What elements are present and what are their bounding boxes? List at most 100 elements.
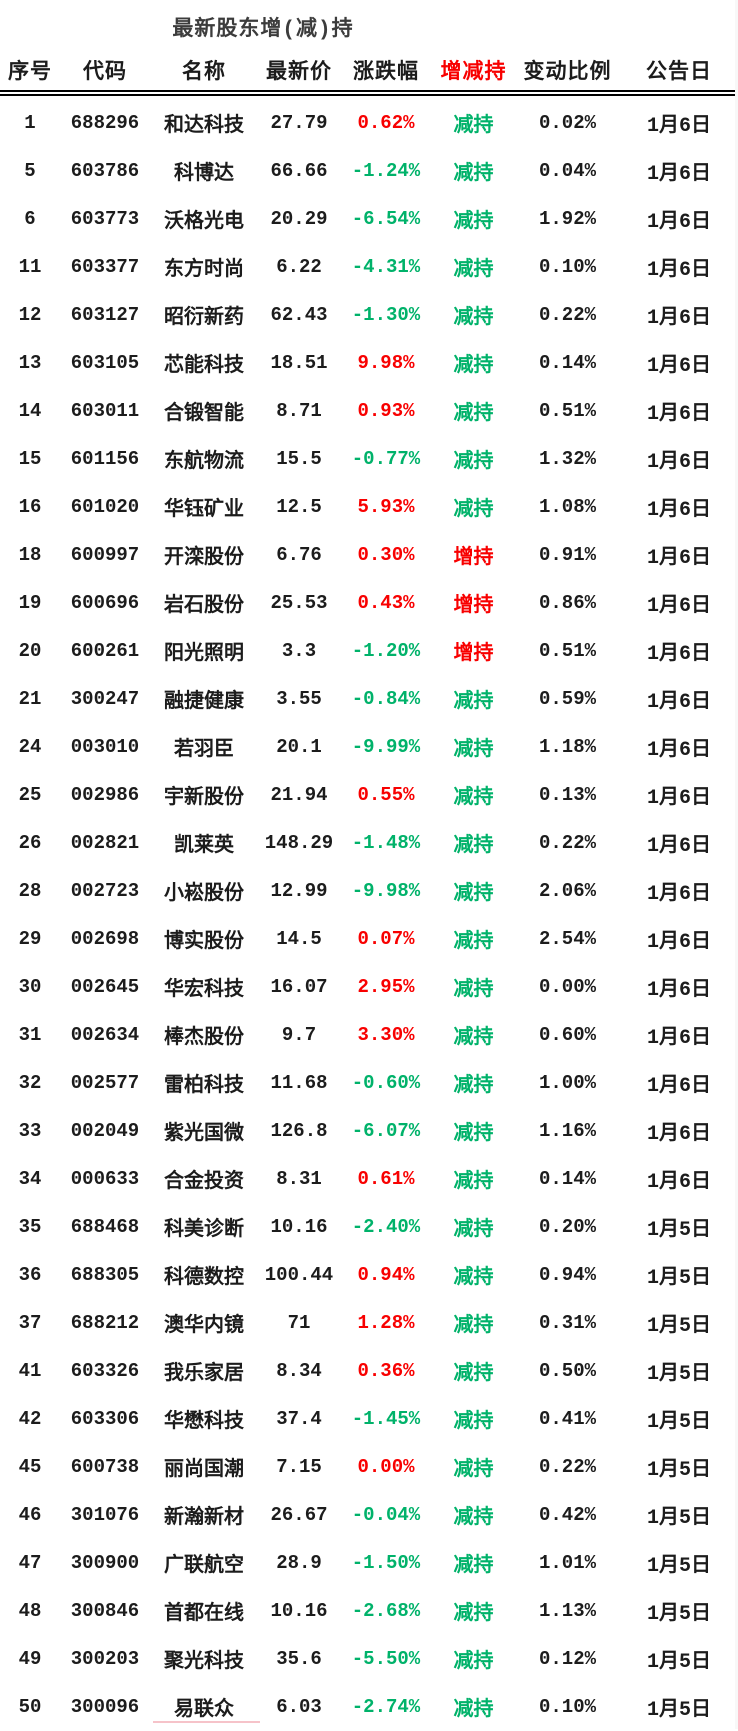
cell-holding-action: 减持: [453, 979, 494, 1002]
cell-change-ratio: 0.22%: [538, 1456, 596, 1478]
cell-code: 603011: [70, 400, 140, 422]
cell-change-pct: 5.93%: [357, 496, 415, 518]
table-row[interactable]: 33 002049 紫光国微 126.8 -6.07% 减持 1.16% 1月6…: [0, 1107, 738, 1155]
table-row[interactable]: 32 002577 雷柏科技 11.68 -0.60% 减持 1.00% 1月6…: [0, 1059, 738, 1107]
cell-serial: 20: [18, 640, 42, 662]
table-row[interactable]: 1 688296 和达科技 27.79 0.62% 减持 0.02% 1月6日: [0, 99, 738, 147]
cell-change-pct: 2.95%: [357, 976, 415, 998]
cell-latest-price: 6.22: [276, 256, 322, 278]
cell-latest-price: 3.3: [281, 640, 317, 662]
table-row[interactable]: 25 002986 宇新股份 21.94 0.55% 减持 0.13% 1月6日: [0, 771, 738, 819]
cell-latest-price: 100.44: [264, 1264, 334, 1286]
cell-announce-date: 1月6日: [646, 691, 711, 714]
cell-announce-date: 1月6日: [646, 979, 711, 1002]
cell-name: 若羽臣: [174, 739, 234, 762]
cell-name: 东方时尚: [164, 259, 244, 282]
cell-holding-action: 减持: [453, 1699, 494, 1722]
cell-change-ratio: 0.51%: [538, 640, 596, 662]
cell-announce-date: 1月6日: [646, 1027, 711, 1050]
cell-code: 603377: [70, 256, 140, 278]
table-row[interactable]: 47 300900 广联航空 28.9 -1.50% 减持 1.01% 1月5日: [0, 1539, 738, 1587]
cell-latest-price: 27.79: [270, 112, 328, 134]
table-row[interactable]: 30 002645 华宏科技 16.07 2.95% 减持 0.00% 1月6日: [0, 963, 738, 1011]
cell-name: 和达科技: [164, 115, 244, 138]
table-row[interactable]: 45 600738 丽尚国潮 7.15 0.00% 减持 0.22% 1月5日: [0, 1443, 738, 1491]
cell-name: 开滦股份: [164, 547, 244, 570]
cell-name: 阳光照明: [164, 643, 244, 666]
cell-announce-date: 1月6日: [646, 643, 711, 666]
table-row[interactable]: 13 603105 芯能科技 18.51 9.98% 减持 0.14% 1月6日: [0, 339, 738, 387]
table-row[interactable]: 21 300247 融捷健康 3.55 -0.84% 减持 0.59% 1月6日: [0, 675, 738, 723]
cell-change-ratio: 0.31%: [538, 1312, 596, 1334]
table-row[interactable]: 16 601020 华钰矿业 12.5 5.93% 减持 1.08% 1月6日: [0, 483, 738, 531]
cell-announce-date: 1月5日: [646, 1651, 711, 1674]
cell-holding-action: 减持: [453, 1603, 494, 1626]
cell-holding-action: 减持: [453, 499, 494, 522]
table-row[interactable]: 50 300096 易联众 6.03 -2.74% 减持 0.10% 1月5日: [0, 1683, 738, 1731]
table-row[interactable]: 34 000633 合金投资 8.31 0.61% 减持 0.14% 1月6日: [0, 1155, 738, 1203]
table-row[interactable]: 12 603127 昭衍新药 62.43 -1.30% 减持 0.22% 1月6…: [0, 291, 738, 339]
cell-serial: 28: [18, 880, 42, 902]
table-row[interactable]: 24 003010 若羽臣 20.1 -9.99% 减持 1.18% 1月6日: [0, 723, 738, 771]
cell-announce-date: 1月6日: [646, 787, 711, 810]
table-row[interactable]: 14 603011 合锻智能 8.71 0.93% 减持 0.51% 1月6日: [0, 387, 738, 435]
table-row[interactable]: 35 688468 科美诊断 10.16 -2.40% 减持 0.20% 1月5…: [0, 1203, 738, 1251]
table-row[interactable]: 48 300846 首都在线 10.16 -2.68% 减持 1.13% 1月5…: [0, 1587, 738, 1635]
cell-code: 688296: [70, 112, 140, 134]
cell-announce-date: 1月6日: [646, 883, 711, 906]
cell-name: 昭衍新药: [164, 307, 244, 330]
cell-announce-date: 1月6日: [646, 1123, 711, 1146]
cell-change-ratio: 2.54%: [538, 928, 596, 950]
cell-latest-price: 21.94: [270, 784, 328, 806]
cell-holding-action: 减持: [453, 1027, 494, 1050]
cell-latest-price: 148.29: [264, 832, 334, 854]
cell-holding-action: 减持: [453, 931, 494, 954]
table-row[interactable]: 26 002821 凯莱英 148.29 -1.48% 减持 0.22% 1月6…: [0, 819, 738, 867]
cell-change-ratio: 0.22%: [538, 832, 596, 854]
cell-code: 300900: [70, 1552, 140, 1574]
cell-code: 002634: [70, 1024, 140, 1046]
cell-change-ratio: 0.00%: [538, 976, 596, 998]
cell-change-pct: -1.30%: [351, 304, 421, 326]
cell-holding-action: 减持: [453, 739, 494, 762]
table-row[interactable]: 28 002723 小崧股份 12.99 -9.98% 减持 2.06% 1月6…: [0, 867, 738, 915]
table-row[interactable]: 29 002698 博实股份 14.5 0.07% 减持 2.54% 1月6日: [0, 915, 738, 963]
cell-name: 澳华内镜: [164, 1315, 244, 1338]
cell-change-pct: 0.61%: [357, 1168, 415, 1190]
table-row[interactable]: 31 002634 棒杰股份 9.7 3.30% 减持 0.60% 1月6日: [0, 1011, 738, 1059]
table-row[interactable]: 18 600997 开滦股份 6.76 0.30% 增持 0.91% 1月6日: [0, 531, 738, 579]
table-row[interactable]: 11 603377 东方时尚 6.22 -4.31% 减持 0.10% 1月6日: [0, 243, 738, 291]
cell-name: 融捷健康: [164, 691, 244, 714]
table-row[interactable]: 41 603326 我乐家居 8.34 0.36% 减持 0.50% 1月5日: [0, 1347, 738, 1395]
table-row[interactable]: 5 603786 科博达 66.66 -1.24% 减持 0.04% 1月6日: [0, 147, 738, 195]
cell-holding-action: 减持: [453, 355, 494, 378]
cell-latest-price: 12.5: [276, 496, 322, 518]
cell-change-pct: -1.24%: [351, 160, 421, 182]
cell-latest-price: 3.55: [276, 688, 322, 710]
scrollbar-strip[interactable]: [735, 0, 738, 1729]
cell-announce-date: 1月5日: [646, 1219, 711, 1242]
cell-code: 688212: [70, 1312, 140, 1334]
table-row[interactable]: 20 600261 阳光照明 3.3 -1.20% 增持 0.51% 1月6日: [0, 627, 738, 675]
cell-announce-date: 1月6日: [646, 739, 711, 762]
cell-code: 002049: [70, 1120, 140, 1142]
table-row[interactable]: 36 688305 科德数控 100.44 0.94% 减持 0.94% 1月5…: [0, 1251, 738, 1299]
column-header-holding-action: 增减持: [440, 62, 507, 85]
table-row[interactable]: 49 300203 聚光科技 35.6 -5.50% 减持 0.12% 1月5日: [0, 1635, 738, 1683]
cell-serial: 19: [18, 592, 42, 614]
cell-serial: 29: [18, 928, 42, 950]
table-row[interactable]: 46 301076 新瀚新材 26.67 -0.04% 减持 0.42% 1月5…: [0, 1491, 738, 1539]
table-row[interactable]: 15 601156 东航物流 15.5 -0.77% 减持 1.32% 1月6日: [0, 435, 738, 483]
table-row[interactable]: 42 603306 华懋科技 37.4 -1.45% 减持 0.41% 1月5日: [0, 1395, 738, 1443]
table-row[interactable]: 37 688212 澳华内镜 71 1.28% 减持 0.31% 1月5日: [0, 1299, 738, 1347]
cell-latest-price: 15.5: [276, 448, 322, 470]
cell-name: 小崧股份: [164, 883, 244, 906]
cell-serial: 14: [18, 400, 42, 422]
cell-latest-price: 37.4: [276, 1408, 322, 1430]
cell-latest-price: 18.51: [270, 352, 328, 374]
table-row[interactable]: 19 600696 岩石股份 25.53 0.43% 增持 0.86% 1月6日: [0, 579, 738, 627]
table-row[interactable]: 6 603773 沃格光电 20.29 -6.54% 减持 1.92% 1月6日: [0, 195, 738, 243]
cell-holding-action: 减持: [453, 451, 494, 474]
cell-announce-date: 1月6日: [646, 595, 711, 618]
cell-change-pct: -1.45%: [351, 1408, 421, 1430]
